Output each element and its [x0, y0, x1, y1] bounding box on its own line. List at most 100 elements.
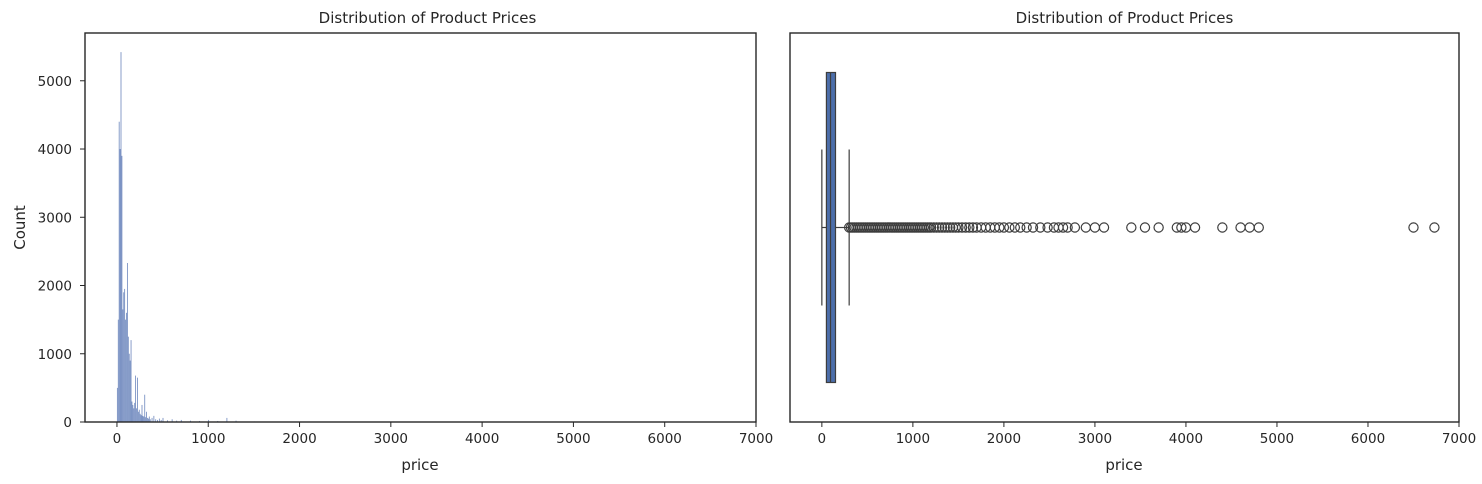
boxplot-outlier-47	[931, 222, 942, 233]
histogram-bar-22	[137, 377, 138, 422]
histogram-bar-52	[226, 417, 228, 422]
histogram-x-ticks: 0 1000 2000 3000 4000 5000 6000 7000	[113, 422, 773, 447]
boxplot-outlier-83	[1139, 222, 1151, 233]
boxplot-x-tick-label-6000: 6000	[1351, 431, 1385, 447]
boxplot-outlier-67	[1004, 222, 1015, 233]
boxplot-outlier-56	[956, 222, 968, 233]
histogram-y-tick-label-2000: 2000	[38, 279, 72, 295]
boxplot-outlier-46	[928, 222, 940, 233]
histogram-x-tick-label-3000: 3000	[374, 431, 408, 447]
histogram-y-tick-label-1000: 1000	[38, 347, 72, 363]
histogram-bar-30	[144, 394, 146, 422]
boxplot-outlier-76	[1057, 222, 1069, 233]
histogram-bar-12	[127, 336, 129, 422]
histogram-y-ticks: 0 1000 2000 3000 4000 5000	[38, 74, 85, 431]
boxplot-outlier-84	[1153, 222, 1164, 233]
histogram-bar-13	[128, 353, 130, 422]
boxplot-outlier-72	[1035, 222, 1046, 233]
histogram-bar-26	[140, 415, 142, 422]
histogram-bar-42	[160, 419, 162, 422]
histogram-bar-2	[118, 121, 120, 422]
histogram-x-tick-label-4000: 4000	[465, 431, 499, 447]
histogram-bar-50	[208, 419, 210, 422]
histogram-bar-6	[122, 309, 124, 422]
histogram-bar-9	[125, 319, 126, 422]
boxplot-outlier-86	[1176, 222, 1187, 233]
histogram-y-tick-label-0: 0	[63, 415, 72, 431]
histogram-bar-4	[120, 52, 122, 423]
histogram-bar-10	[126, 312, 127, 422]
histogram-bar-0	[116, 387, 118, 422]
boxplot-outlier-81	[1098, 222, 1110, 233]
histogram-bar-15	[130, 340, 132, 422]
boxplot-x-tick-label-2000: 2000	[987, 431, 1021, 447]
histogram-x-tick-label-7000: 7000	[739, 431, 773, 447]
histogram-bar-21	[136, 408, 137, 422]
histogram-bar-29	[143, 416, 145, 422]
histogram-bar-1	[117, 319, 119, 422]
histogram-bar-23	[137, 411, 139, 422]
boxplot-body	[821, 71, 850, 384]
histogram-bar-7	[123, 292, 125, 422]
boxplot-outlier-79	[1080, 222, 1092, 233]
boxplot-outlier-77	[1062, 222, 1073, 233]
boxplot-outlier-51	[942, 222, 953, 233]
boxplot-x-tick-label-7000: 7000	[1442, 431, 1476, 447]
histogram-x-tick-label-5000: 5000	[556, 431, 590, 447]
histogram-bar-43	[162, 417, 164, 422]
histogram-y-axis-label: Count	[11, 205, 29, 250]
histogram-bar-34	[147, 418, 149, 422]
boxplot-outliers	[843, 222, 1440, 233]
boxplot-outlier-45	[925, 222, 937, 233]
boxplot-panel: Distribution of Product Prices 0 1000 2000…	[789, 9, 1476, 474]
boxplot-outlier-52	[945, 222, 956, 233]
boxplot-outlier-66	[998, 222, 1010, 233]
histogram-y-tick-label-5000: 5000	[38, 74, 72, 90]
histogram-bar-33	[147, 417, 148, 422]
histogram-bar-5	[121, 155, 123, 422]
boxplot-outlier-80	[1089, 222, 1101, 233]
boxplot-outlier-70	[1021, 222, 1032, 233]
boxplot-outlier-55	[953, 222, 964, 233]
histogram-bar-17	[132, 404, 134, 422]
boxplot-outlier-57	[960, 222, 971, 233]
boxplot-outlier-68	[1009, 222, 1021, 233]
histogram-bar-36	[149, 419, 151, 422]
histogram-y-tick-label-4000: 4000	[38, 142, 72, 158]
boxplot-x-axis-label: price	[1105, 456, 1142, 474]
boxplot-outlier-92	[1253, 222, 1264, 233]
boxplot-outlier-90	[1235, 222, 1246, 233]
histogram-bar-27	[141, 404, 143, 422]
boxplot-outlier-73	[1042, 222, 1053, 233]
boxplot-outlier-78	[1069, 222, 1081, 233]
boxplot-x-tick-label-4000: 4000	[1169, 431, 1203, 447]
boxplot-outlier-82	[1126, 222, 1137, 233]
boxplot-outlier-91	[1244, 222, 1255, 233]
boxplot-outlier-59	[967, 222, 979, 233]
boxplot-outlier-88	[1189, 222, 1201, 233]
boxplot-outlier-58	[964, 222, 975, 233]
histogram-bar-14	[129, 360, 131, 422]
histogram-bar-47	[180, 419, 182, 422]
histogram-bar-19	[134, 402, 136, 422]
histogram-bar-45	[171, 419, 173, 422]
boxplot-outlier-54	[950, 222, 961, 233]
histogram-x-tick-label-1000: 1000	[191, 431, 225, 447]
histogram-bar-3	[119, 149, 121, 422]
histogram-y-tick-label-3000: 3000	[38, 210, 72, 226]
histogram-bar-25	[139, 413, 141, 422]
histogram-bar-32	[146, 411, 147, 422]
histogram-bar-16	[131, 401, 133, 422]
histogram-title: Distribution of Product Prices	[319, 9, 537, 27]
histogram-bar-35	[148, 416, 150, 422]
histogram-bar-11	[126, 262, 128, 422]
boxplot-outlier-48	[934, 222, 945, 233]
histogram-x-tick-label-0: 0	[113, 431, 122, 447]
histogram-bar-8	[124, 288, 126, 422]
histogram-bar-44	[167, 420, 168, 422]
histogram-frame	[84, 32, 757, 423]
histogram-bar-40	[157, 419, 158, 422]
histogram-bar-28	[142, 415, 144, 422]
boxplot-outlier-93	[1408, 222, 1419, 233]
histogram-x-axis-label: price	[401, 456, 438, 474]
